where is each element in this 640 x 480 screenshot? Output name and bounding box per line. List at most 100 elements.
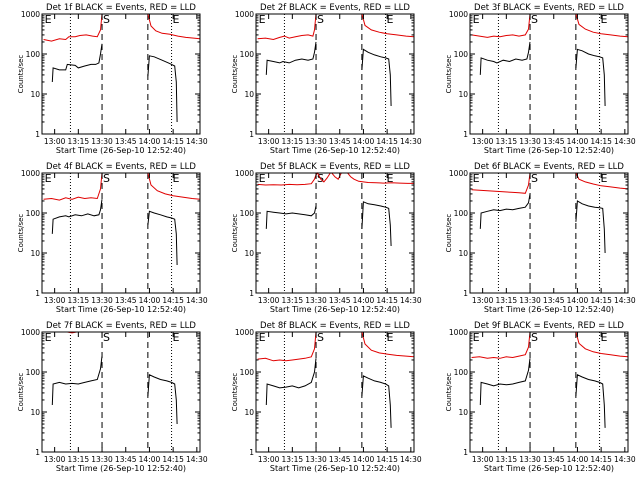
marker-label-e: E — [387, 172, 394, 185]
marker-label-e: E — [601, 172, 608, 185]
y-tick-label: 10 — [30, 408, 40, 417]
x-tick-label: 13:30 — [91, 296, 113, 305]
y-tick-label: 10 — [30, 90, 40, 99]
plot-frame — [255, 172, 415, 294]
panel-title: Det 9f BLACK = Events, RED = LLD — [474, 321, 624, 331]
marker-label-s: S — [103, 13, 110, 26]
x-tick-label: 14:00 — [353, 137, 375, 146]
x-tick-label: 13:30 — [519, 455, 541, 464]
x-tick-label: 14:30 — [400, 296, 422, 305]
y-axis-label: Counts/sec — [231, 214, 239, 253]
y-tick-label: 100 — [240, 209, 255, 218]
x-tick-label: 14:00 — [353, 296, 375, 305]
x-axis-label: Start Time (26-Sep-10 12:52:40) — [56, 305, 186, 314]
series-line-events — [147, 210, 178, 266]
series-line-events — [265, 205, 317, 229]
series-line-events — [51, 356, 103, 406]
x-tick-label: 14:00 — [139, 137, 161, 146]
series-line-lld — [147, 13, 201, 40]
marker-label-e: E — [387, 13, 394, 26]
series-line-lld — [257, 331, 317, 362]
y-tick-label: 100 — [26, 209, 41, 218]
x-tick-label: 13:45 — [543, 137, 565, 146]
x-tick-label: 14:00 — [567, 455, 589, 464]
series-line-events — [575, 48, 606, 107]
series-line-lld — [471, 331, 531, 359]
x-tick-label: 14:15 — [376, 137, 398, 146]
series-line-lld — [347, 172, 414, 184]
plot-frame — [469, 172, 629, 294]
marker-label-s: S — [103, 172, 110, 185]
marker-label-e: E — [259, 331, 266, 344]
series-line-lld — [147, 172, 201, 200]
series-line-events — [575, 200, 606, 254]
y-tick-label: 100 — [454, 209, 469, 218]
y-tick-label: 1 — [463, 448, 468, 457]
y-tick-label: 100 — [26, 50, 41, 59]
panel-title: Det 6f BLACK = Events, RED = LLD — [474, 162, 624, 172]
series-line-lld — [575, 172, 629, 190]
series-line-lld — [43, 13, 103, 42]
marker-label-e: E — [45, 13, 52, 26]
x-tick-label: 14:00 — [567, 137, 589, 146]
marker-label-e: E — [387, 331, 394, 344]
y-tick-label: 100 — [240, 368, 255, 377]
x-axis-label: Start Time (26-Sep-10 12:52:40) — [270, 146, 400, 155]
marker-label-e: E — [601, 331, 608, 344]
x-tick-label: 13:15 — [282, 137, 304, 146]
y-tick-label: 1 — [35, 289, 40, 298]
y-axis-label: Counts/sec — [445, 214, 453, 253]
x-tick-label: 14:00 — [567, 296, 589, 305]
x-tick-label: 14:15 — [590, 455, 612, 464]
x-tick-label: 13:45 — [329, 137, 351, 146]
x-tick-label: 13:00 — [472, 455, 494, 464]
y-tick-label: 1000 — [235, 328, 254, 337]
panel-title: Det 2f BLACK = Events, RED = LLD — [260, 3, 410, 13]
marker-label-s: S — [317, 13, 324, 26]
y-axis-label: Counts/sec — [231, 55, 239, 94]
x-tick-label: 13:45 — [115, 296, 137, 305]
y-tick-label: 1000 — [449, 328, 468, 337]
plot-frame — [469, 13, 629, 135]
x-tick-label: 14:15 — [162, 137, 184, 146]
x-axis-label: Start Time (26-Sep-10 12:52:40) — [270, 305, 400, 314]
x-tick-label: 13:45 — [543, 455, 565, 464]
series-line-events — [147, 374, 178, 425]
series-line-lld — [471, 172, 531, 194]
marker-label-e: E — [259, 172, 266, 185]
y-tick-label: 100 — [26, 368, 41, 377]
x-tick-label: 14:15 — [590, 137, 612, 146]
x-tick-label: 14:30 — [186, 296, 208, 305]
x-axis-label: Start Time (26-Sep-10 12:52:40) — [56, 464, 186, 473]
x-axis-label: Start Time (26-Sep-10 12:52:40) — [484, 146, 614, 155]
x-tick-label: 14:30 — [186, 137, 208, 146]
marker-label-e: E — [473, 172, 480, 185]
marker-label-e: E — [45, 331, 52, 344]
marker-label-e: E — [259, 13, 266, 26]
x-tick-label: 14:30 — [186, 455, 208, 464]
plot-frame — [41, 13, 201, 135]
y-tick-label: 1 — [35, 448, 40, 457]
series-line-lld — [471, 13, 531, 38]
x-tick-label: 13:15 — [68, 455, 90, 464]
y-tick-label: 10 — [244, 90, 254, 99]
y-tick-label: 1000 — [21, 328, 40, 337]
x-tick-label: 13:15 — [496, 137, 518, 146]
marker-label-s: S — [317, 331, 324, 344]
y-axis-label: Counts/sec — [445, 373, 453, 412]
y-tick-label: 1000 — [21, 10, 40, 19]
series-line-lld — [575, 331, 629, 358]
x-tick-label: 13:15 — [496, 296, 518, 305]
y-tick-label: 10 — [244, 408, 254, 417]
series-line-lld — [257, 13, 317, 41]
x-tick-label: 13:00 — [472, 296, 494, 305]
series-line-events — [575, 374, 606, 428]
x-tick-label: 13:15 — [282, 296, 304, 305]
plot-frame — [41, 172, 201, 294]
